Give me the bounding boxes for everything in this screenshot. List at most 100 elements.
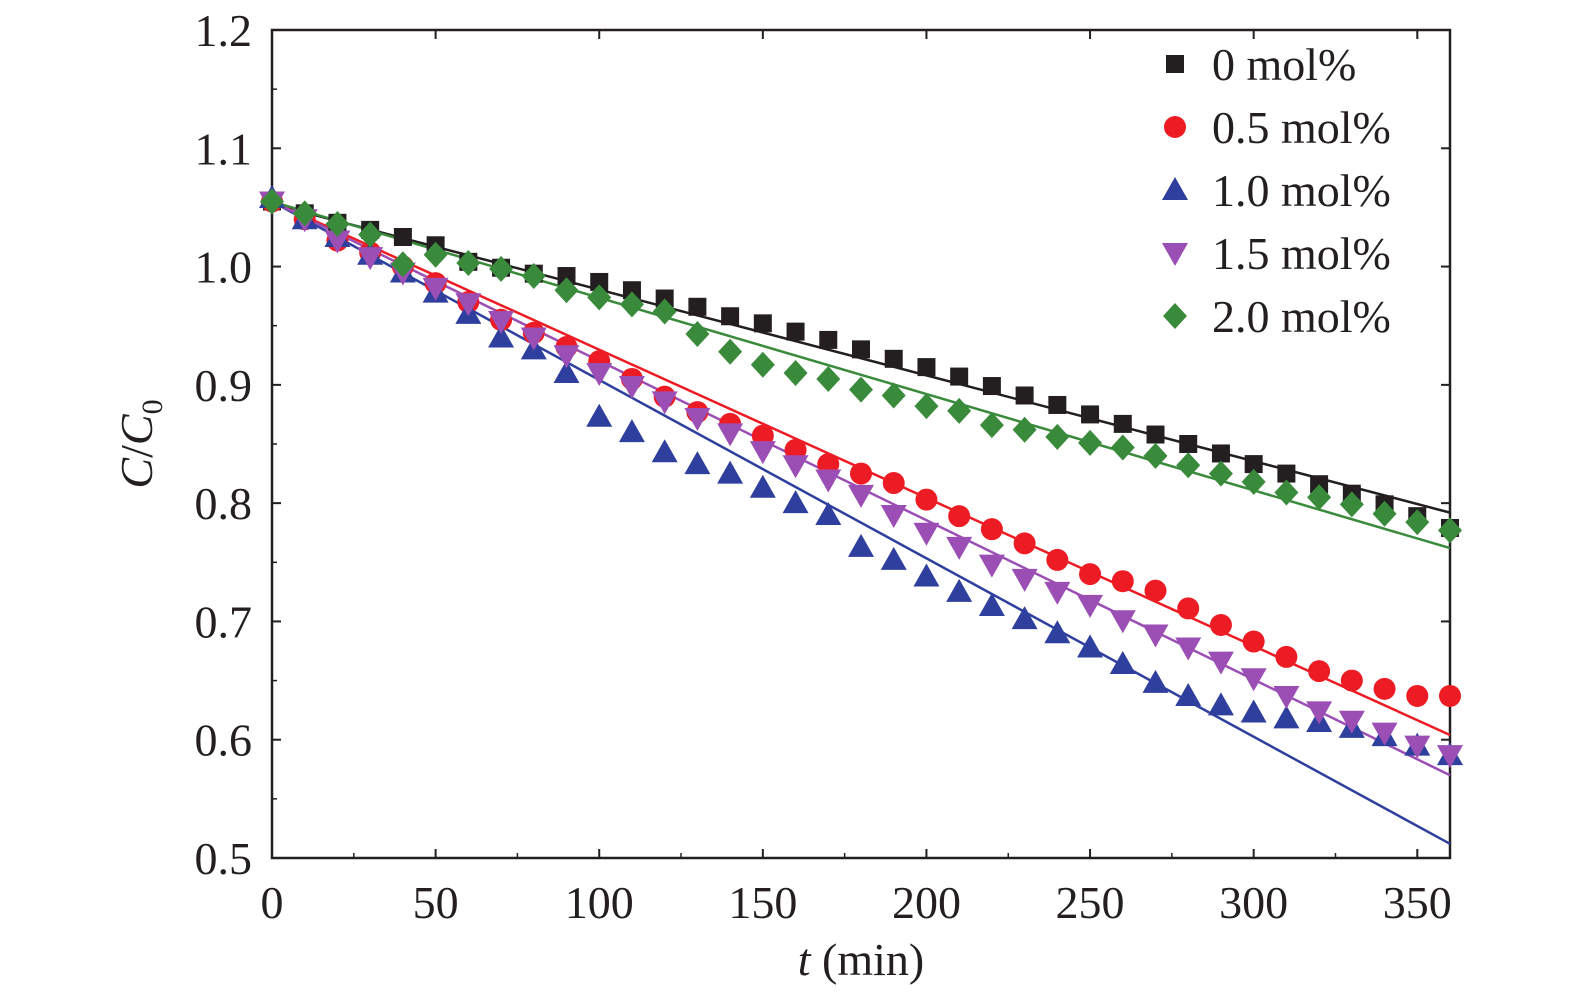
data-point-series-1 [1275, 645, 1298, 668]
data-point-series-4 [816, 365, 841, 392]
data-point-series-3 [1207, 651, 1234, 675]
data-point-series-3 [1273, 685, 1300, 709]
data-point-series-2 [684, 451, 711, 475]
data-point-series-3 [1371, 722, 1398, 746]
data-point-series-2 [1077, 634, 1104, 658]
data-point-series-0 [1244, 455, 1263, 474]
data-point-series-4 [456, 250, 481, 277]
data-point-series-1 [915, 488, 938, 511]
x-tick-label: 0 [261, 877, 284, 928]
data-point-series-4 [1143, 442, 1168, 469]
data-point-series-4 [1176, 452, 1201, 479]
data-point-series-3 [455, 293, 482, 317]
data-point-series-3 [651, 391, 678, 415]
x-axis-label-rest: (min) [811, 934, 925, 985]
tick-labels: 0 50 100 150 200 250 300 350 0.5 0.6 0.7 0.8 0.9 1.0 1… [195, 5, 1452, 928]
legend-label-1: 0.5 mol% [1212, 102, 1391, 153]
data-point-series-4 [1405, 509, 1430, 536]
data-point-series-3 [324, 230, 351, 254]
data-point-series-1 [1406, 684, 1429, 707]
data-point-series-4 [979, 412, 1004, 439]
data-point-series-4 [1078, 429, 1103, 456]
legend-label-2: 1.0 mol% [1212, 165, 1391, 216]
y-axis-label: C/C0 [111, 399, 169, 488]
data-point-series-4 [423, 241, 448, 268]
data-point-series-0 [950, 367, 969, 386]
legend-marker-3 [1162, 243, 1188, 266]
x-tick-label: 50 [413, 877, 459, 928]
y-axis-label-var: C [111, 457, 162, 489]
data-point-series-3 [717, 423, 744, 447]
data-point-series-1 [1340, 669, 1363, 692]
legend-label-3: 1.5 mol% [1212, 228, 1391, 279]
data-point-series-1 [1177, 597, 1200, 620]
data-point-series-4 [1339, 491, 1364, 518]
data-point-series-0 [557, 267, 576, 286]
data-point-series-0 [1113, 414, 1132, 433]
data-point-series-2 [1207, 692, 1234, 716]
data-point-series-0 [1211, 444, 1230, 463]
data-point-series-4 [1372, 500, 1397, 527]
data-point-series-3 [1044, 581, 1071, 605]
data-point-series-2 [553, 360, 580, 384]
data-point-series-4 [619, 291, 644, 318]
data-point-series-3 [553, 345, 580, 369]
data-point-series-3 [422, 277, 449, 301]
data-point-series-3 [848, 484, 874, 508]
data-point-series-4 [1012, 416, 1037, 443]
y-tick-label: 1.1 [195, 123, 253, 174]
data-point-series-3 [1240, 668, 1267, 692]
data-point-series-1 [1439, 684, 1461, 707]
x-tick-label: 150 [728, 877, 797, 928]
data-point-series-0 [884, 349, 903, 368]
data-point-series-4 [358, 221, 383, 248]
data-point-series-2 [586, 403, 613, 427]
data-point-series-4 [1241, 468, 1266, 495]
data-point-series-4 [521, 263, 546, 290]
data-point-series-3 [978, 554, 1005, 578]
data-point-series-3 [586, 363, 613, 387]
data-point-series-2 [1109, 651, 1136, 675]
data-point-series-0 [590, 272, 609, 291]
data-point-series-4 [881, 382, 906, 409]
data-point-series-4 [849, 376, 873, 403]
data-point-series-3 [946, 536, 973, 560]
data-point-series-3 [520, 327, 547, 351]
data-point-series-0 [753, 314, 772, 333]
data-point-series-4 [1274, 479, 1299, 506]
data-point-series-4 [1045, 423, 1070, 450]
data-point-series-3 [488, 310, 515, 334]
data-point-series-0 [1015, 386, 1034, 405]
y-tick-label: 0.5 [195, 833, 253, 884]
data-point-series-0 [1277, 464, 1296, 483]
data-point-series-3 [1011, 568, 1038, 592]
data-point-series-2 [749, 474, 776, 498]
data-point-series-4 [1208, 460, 1233, 487]
data-point-series-0 [393, 228, 412, 246]
legend: 0 mol% 0.5 mol% 1.0 mol% 1.5 mol% 2.0 mol% [1162, 39, 1391, 342]
data-point-series-2 [618, 419, 645, 443]
data-point-series-4 [390, 251, 415, 278]
data-point-series-4 [914, 393, 939, 420]
data-point-series-0 [786, 322, 805, 341]
x-tick-label: 250 [1056, 877, 1125, 928]
data-point-series-4 [1438, 517, 1462, 544]
data-point-series-3 [357, 247, 384, 271]
data-point-series-3 [1109, 610, 1136, 634]
data-point-series-3 [749, 441, 776, 465]
data-point-series-4 [325, 210, 350, 237]
y-tick-label: 0.7 [195, 596, 253, 647]
data-point-series-1 [882, 472, 905, 495]
y-axis-label-sub: 0 [136, 399, 169, 414]
data-point-series-0 [852, 340, 870, 359]
plot-frame [270, 28, 1452, 860]
data-point-series-4 [783, 360, 808, 387]
legend-label-4: 2.0 mol% [1212, 291, 1391, 342]
data-point-series-2 [1011, 606, 1038, 630]
legend-marker-2 [1162, 177, 1188, 200]
legend-marker-0 [1166, 55, 1184, 73]
data-point-series-1 [1079, 563, 1102, 586]
data-point-series-0 [655, 289, 674, 308]
data-point-series-4 [292, 200, 317, 227]
y-tick-label: 1.2 [195, 5, 253, 56]
